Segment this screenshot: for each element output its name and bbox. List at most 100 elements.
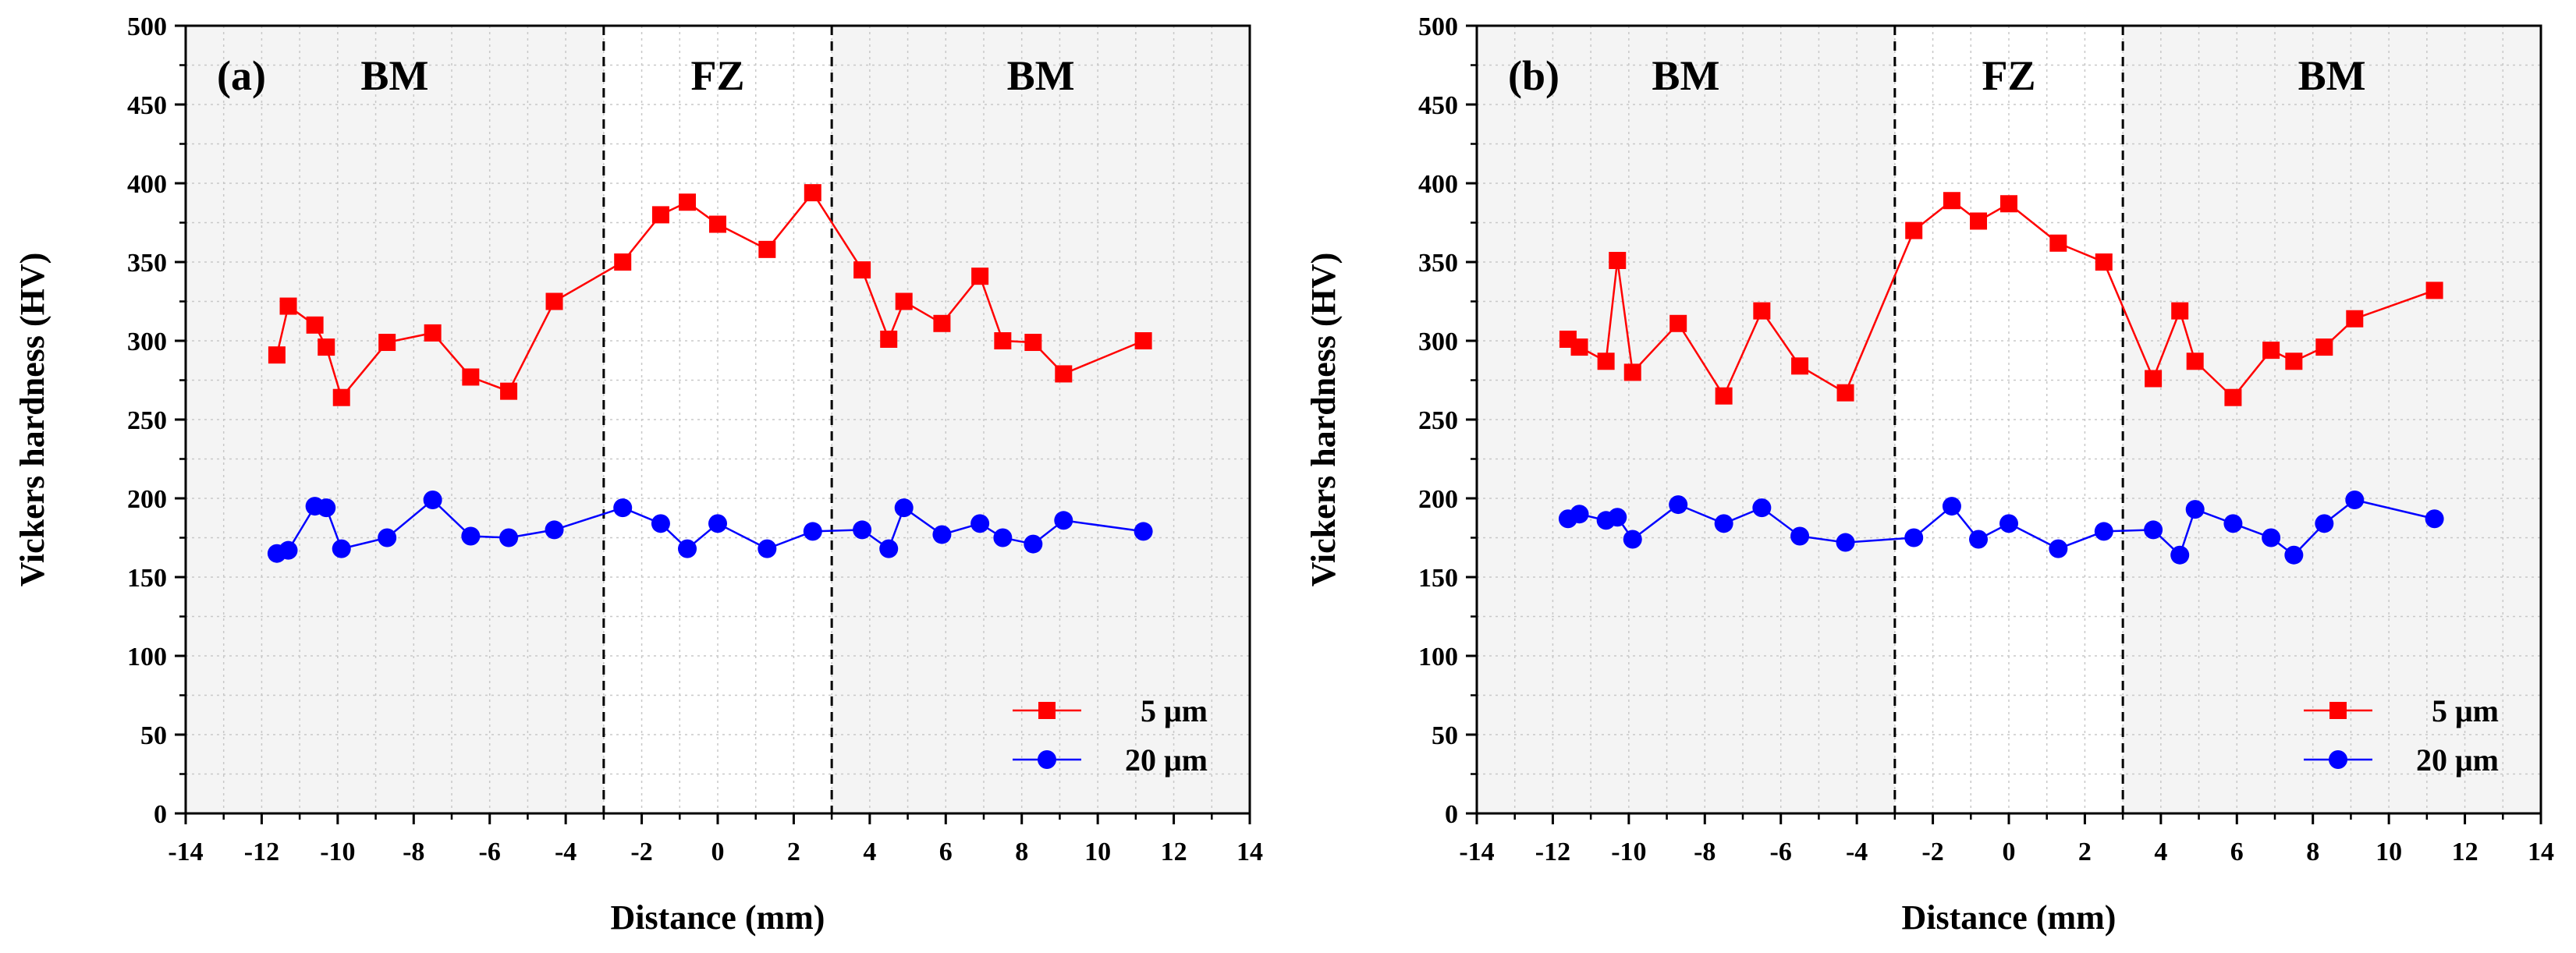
region-label: FZ xyxy=(690,52,744,99)
panel-label: (a) xyxy=(217,52,266,99)
data-point-square xyxy=(2000,195,2017,213)
data-point-square xyxy=(1970,212,1988,230)
legend-label: 5 μm xyxy=(2432,693,2499,728)
data-point-circle xyxy=(932,525,952,544)
series-red xyxy=(268,184,1152,406)
data-point-circle xyxy=(1669,495,1688,515)
panel-a: BM FZ BM (a) -14 -12 -10 -8 -6 -4 -2 0 2 4 6 8 10 12 14 0 50… xyxy=(13,12,1263,937)
data-point-square xyxy=(1134,332,1152,349)
data-point-circle xyxy=(853,520,872,540)
data-point-circle xyxy=(2345,491,2365,510)
x-axis-title: Distance (mm) xyxy=(1902,898,2117,937)
y-tick-label: 400 xyxy=(1418,170,1458,199)
region-label: BM xyxy=(1007,52,1075,99)
data-point-circle xyxy=(993,528,1013,547)
y-tick-label: 150 xyxy=(1418,564,1458,593)
region-label: BM xyxy=(2298,52,2366,99)
x-tick-label: 8 xyxy=(2306,838,2319,866)
data-point-square xyxy=(500,382,518,400)
y-tick-label: 50 xyxy=(140,721,167,750)
data-point-square xyxy=(651,206,669,224)
x-tick-label: -12 xyxy=(244,838,279,866)
y-tick-label: 350 xyxy=(127,249,167,278)
data-point-circle xyxy=(1714,514,1733,533)
x-tick-label: 14 xyxy=(1237,838,1263,866)
data-point-circle xyxy=(279,540,298,560)
legend-label: 5 μm xyxy=(1141,693,1208,728)
data-point-square xyxy=(1609,251,1627,269)
data-point-square xyxy=(1055,365,1073,383)
x-tick-label: -4 xyxy=(1846,838,1868,866)
y-tick-label: 0 xyxy=(1445,800,1458,829)
y-tick-label: 400 xyxy=(127,170,167,199)
y-tick-label: 250 xyxy=(1418,406,1458,435)
series-blue xyxy=(1558,491,2444,565)
x-tick-label: 4 xyxy=(863,838,876,866)
data-point-circle xyxy=(2284,545,2304,565)
data-point-square xyxy=(2145,370,2163,388)
x-tick-label: -14 xyxy=(1459,838,1494,866)
x-tick-label: -10 xyxy=(1611,838,1646,866)
x-tick-label: 6 xyxy=(939,838,953,866)
data-point-circle xyxy=(1570,505,1589,524)
data-point-square xyxy=(853,261,871,279)
x-tick-label: -2 xyxy=(630,838,652,866)
data-point-circle xyxy=(1608,508,1627,527)
legend-label: 20 μm xyxy=(1125,742,1208,778)
data-point-circle xyxy=(423,491,442,510)
data-point-circle xyxy=(613,498,633,518)
y-tick-label: 150 xyxy=(127,564,167,593)
data-point-square xyxy=(306,316,324,334)
data-point-square xyxy=(2224,388,2242,406)
legend-marker-circle xyxy=(1038,750,1056,769)
data-point-circle xyxy=(1134,522,1153,541)
data-point-square xyxy=(933,314,951,332)
data-point-square xyxy=(971,267,989,285)
data-point-square xyxy=(2346,310,2364,328)
data-point-circle xyxy=(1999,514,2018,533)
data-point-circle xyxy=(1623,530,1642,549)
data-point-square xyxy=(1669,314,1687,332)
data-point-circle xyxy=(758,539,777,558)
data-point-circle xyxy=(1904,528,1924,547)
data-point-square xyxy=(1570,338,1588,356)
x-tick-label: -8 xyxy=(1694,838,1716,866)
data-point-square xyxy=(709,215,726,233)
x-tick-label: -14 xyxy=(168,838,203,866)
data-point-square xyxy=(1024,334,1042,352)
data-point-square xyxy=(1791,357,1809,375)
x-tick-label: 6 xyxy=(2230,838,2244,866)
data-point-square xyxy=(378,334,396,352)
data-point-square xyxy=(2171,302,2189,320)
y-tick-label: 100 xyxy=(1418,643,1458,671)
x-tick-label: -2 xyxy=(1921,838,1943,866)
data-point-square xyxy=(2049,234,2067,252)
data-point-square xyxy=(268,346,286,364)
legend-marker-circle xyxy=(2329,750,2347,769)
data-point-square xyxy=(679,193,697,211)
panel-b: BM FZ BM (b) -14 -12 -10 -8 -6 -4 -2 0 2 4 6 8 10 12 14 0 50… xyxy=(1304,12,2554,937)
x-tick-label: -8 xyxy=(403,838,424,866)
region-label: BM xyxy=(1652,52,1719,99)
data-point-circle xyxy=(378,528,397,547)
panel-label: (b) xyxy=(1508,52,1559,99)
data-point-circle xyxy=(499,528,519,547)
x-tick-label: 0 xyxy=(2003,838,2016,866)
region-label: BM xyxy=(360,52,428,99)
data-point-circle xyxy=(2170,545,2190,565)
data-point-circle xyxy=(1790,526,1810,546)
data-point-circle xyxy=(2094,522,2113,541)
data-point-circle xyxy=(2223,514,2243,533)
series-blue xyxy=(267,491,1153,563)
y-axis-title: Vickers hardness (HV) xyxy=(1304,253,1343,587)
x-tick-label: -10 xyxy=(320,838,355,866)
data-point-circle xyxy=(894,498,914,518)
legend-marker-square xyxy=(2329,702,2347,719)
series-red xyxy=(1559,192,2443,406)
data-point-circle xyxy=(1752,498,1772,518)
x-tick-label: 10 xyxy=(1084,838,1111,866)
data-point-square xyxy=(614,253,632,271)
data-point-circle xyxy=(803,522,822,541)
y-tick-label: 500 xyxy=(1418,12,1458,41)
y-axis-title: Vickers hardness (HV) xyxy=(13,253,51,587)
